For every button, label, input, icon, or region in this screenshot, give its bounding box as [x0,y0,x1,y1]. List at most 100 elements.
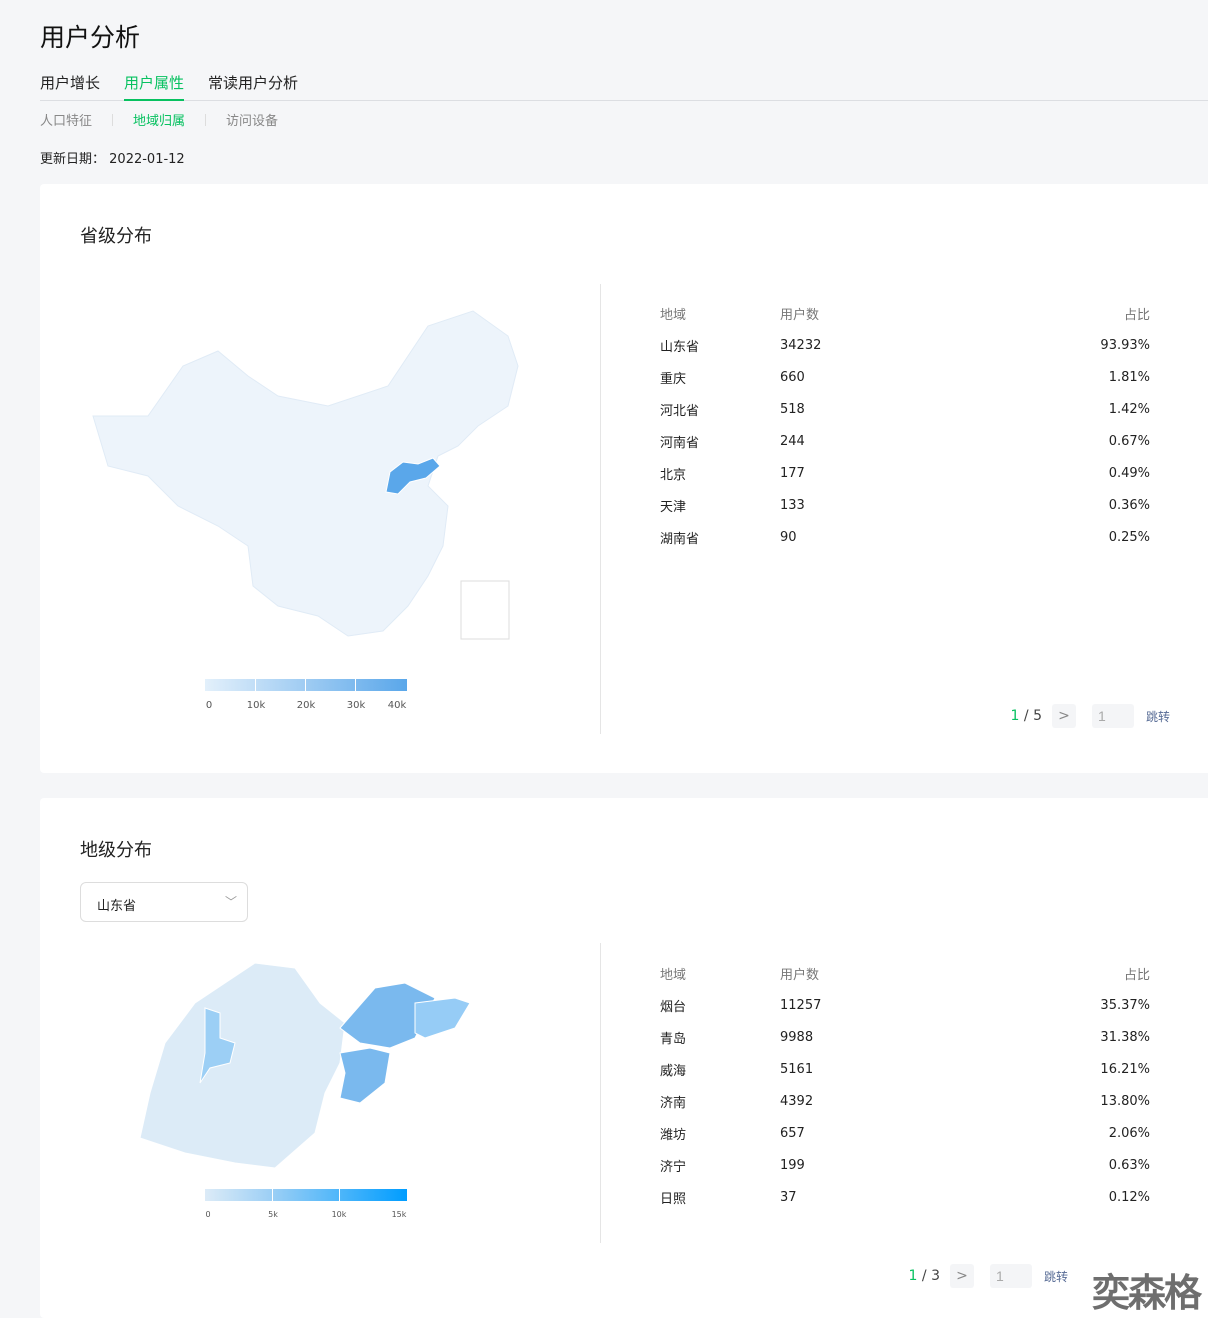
color-legend [205,679,407,691]
total-pages: 5 [1033,708,1042,724]
card-title: 省级分布 [80,226,152,247]
table-row: 济宁 199 0.63% [660,1149,1150,1181]
share-cell: 13.80% [1100,1093,1150,1109]
region-cell: 威海 [660,1063,687,1079]
subtab-devices[interactable]: 访问设备 [226,114,279,129]
users-cell: 34232 [780,337,822,353]
region-cell: 烟台 [660,999,687,1015]
region-cell: 河北省 [660,403,700,419]
table-row: 河北省 518 1.42% [660,393,1150,425]
table-row: 烟台 11257 35.37% [660,989,1150,1021]
divider [600,284,601,734]
legend-label: 0 [205,1210,211,1219]
legend-label: 10k [246,700,266,711]
table-row: 重庆 660 1.81% [660,361,1150,393]
color-legend [205,1189,407,1201]
users-cell: 9988 [780,1029,814,1045]
users-cell: 5161 [780,1061,814,1077]
share-cell: 35.37% [1100,997,1150,1013]
jump-button[interactable]: 跳转 [1145,709,1170,724]
table-row: 青岛 9988 31.38% [660,1021,1150,1053]
table-row: 天津 133 0.36% [660,489,1150,521]
table-row: 威海 5161 16.21% [660,1053,1150,1085]
users-cell: 11257 [780,997,822,1013]
region-cell: 湖南省 [660,531,700,547]
legend-label: 10k [331,1210,347,1219]
legend-label: 30k [346,700,366,711]
table-row: 山东省 34232 93.93% [660,329,1150,361]
city-table: 地域 用户数 占比 烟台 11257 35.37% 青岛 9988 31.38% 威海 5161 1… [660,957,1150,1213]
region-cell: 河南省 [660,435,700,451]
current-page: 1 [908,1268,918,1284]
users-cell: 4392 [780,1093,814,1109]
pagination: 1 / 3 > 跳转 [909,1264,1068,1288]
region-cell: 山东省 [660,339,700,355]
table-row: 北京 177 0.49% [660,457,1150,489]
china-map[interactable] [88,306,528,646]
column-header: 用户数 [780,307,820,323]
select-value: 山东省 [97,899,137,914]
region-cell: 济南 [660,1095,687,1111]
map-region-china [92,310,519,637]
update-value: 2022-01-12 [109,152,185,167]
table-row: 湖南省 90 0.25% [660,521,1150,553]
divider [112,113,114,126]
share-cell: 0.67% [1108,433,1150,449]
chevron-down-icon: ﹀ [224,895,237,909]
jump-button[interactable]: 跳转 [1043,1269,1068,1284]
column-header: 占比 [1123,967,1150,983]
region-cell: 济宁 [660,1159,687,1175]
map-region-qingdao [339,1047,391,1104]
south-sea-inset [460,580,510,640]
page-input[interactable] [1091,704,1134,728]
next-page-button[interactable]: > [1051,704,1076,728]
share-cell: 2.06% [1108,1125,1150,1141]
current-page: 1 [1010,708,1020,724]
users-cell: 90 [780,529,797,545]
table-row: 日照 37 0.12% [660,1181,1150,1213]
share-cell: 31.38% [1100,1029,1150,1045]
users-cell: 657 [780,1125,805,1141]
region-cell: 重庆 [660,371,687,387]
divider [205,113,207,126]
legend-label: 20k [296,700,316,711]
tab-frequent-readers[interactable]: 常读用户分析 [208,74,299,92]
page-input[interactable] [989,1264,1032,1288]
map-region-jinan [199,1007,236,1084]
column-header: 占比 [1123,307,1150,323]
page-title: 用户分析 [40,23,141,52]
sub-tabs: 人口特征 地域归属 访问设备 [40,110,278,129]
column-header: 地域 [660,307,687,323]
subtab-region[interactable]: 地域归属 [133,114,186,129]
province-select[interactable]: 山东省 ﹀ [80,882,248,922]
table-row: 潍坊 657 2.06% [660,1117,1150,1149]
users-cell: 199 [780,1157,805,1173]
pagination: 1 / 5 > 跳转 [1011,704,1170,728]
tab-user-attributes[interactable]: 用户属性 [124,72,185,101]
tab-user-growth[interactable]: 用户增长 [40,74,101,92]
users-cell: 518 [780,401,805,417]
province-table: 地域 用户数 占比 山东省 34232 93.93% 重庆 660 1.81% 河北省 518 1.… [660,297,1150,553]
column-header: 地域 [660,967,687,983]
users-cell: 37 [780,1189,797,1205]
map-region-weihai [414,997,471,1039]
subtab-demographics[interactable]: 人口特征 [40,114,93,129]
city-card: 地级分布 山东省 ﹀ 0 5k 10k 15k 地域 用户数 占比 烟台 11257 35… [40,798,1208,1318]
map-region-west [139,962,346,1169]
region-cell: 青岛 [660,1031,687,1047]
total-pages: 3 [931,1268,940,1284]
legend-label: 5k [268,1210,278,1219]
next-page-button[interactable]: > [949,1264,974,1288]
share-cell: 1.81% [1108,369,1150,385]
region-cell: 日照 [660,1191,687,1207]
share-cell: 1.42% [1108,401,1150,417]
map-region-shandong [385,457,441,495]
share-cell: 16.21% [1100,1061,1150,1077]
shandong-map[interactable] [135,953,475,1173]
province-card: 省级分布 0 10k 20k 30k 40k 地域 用户数 占比 山东省 34232 9… [40,184,1208,773]
legend-label: 40k [387,700,407,711]
table-row: 河南省 244 0.67% [660,425,1150,457]
main-tabs: 用户增长 用户属性 常读用户分析 [40,72,1208,101]
users-cell: 177 [780,465,805,481]
legend-label: 15k [391,1210,407,1219]
